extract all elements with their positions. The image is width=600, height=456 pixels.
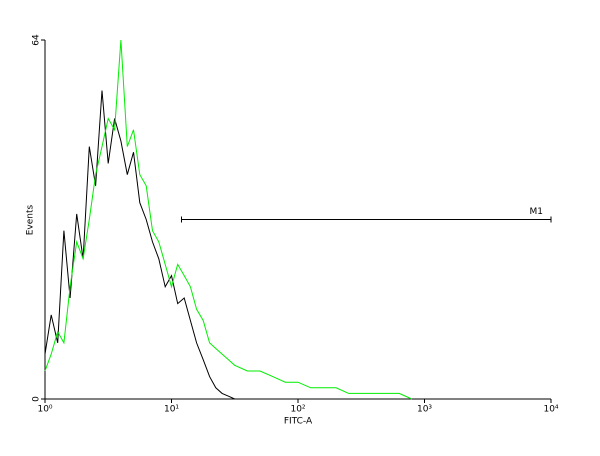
series-line (44, 90, 235, 400)
marker-label: M1 (530, 207, 544, 217)
y-axis-label: Events (26, 204, 36, 235)
series-line (44, 39, 413, 400)
x-tick-label: 10⁴ (543, 405, 558, 415)
y-tick-label: 0 (32, 396, 42, 402)
x-tick-label: 10² (290, 405, 305, 415)
x-axis-label: FITC-A (284, 417, 313, 427)
x-tick-label: 10¹ (164, 405, 179, 415)
x-tick-label: 10³ (417, 405, 432, 415)
x-tick-label: 10⁰ (37, 405, 52, 415)
y-tick-label: 64 (32, 34, 42, 46)
